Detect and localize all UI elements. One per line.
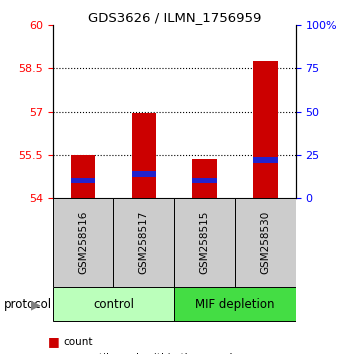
Text: count: count bbox=[63, 337, 92, 347]
Text: GSM258515: GSM258515 bbox=[200, 211, 210, 274]
Bar bbox=[53, 198, 114, 287]
Title: GDS3626 / ILMN_1756959: GDS3626 / ILMN_1756959 bbox=[88, 11, 261, 24]
Text: MIF depletion: MIF depletion bbox=[195, 298, 275, 311]
Bar bbox=[71, 155, 95, 198]
Bar bbox=[235, 198, 296, 287]
Bar bbox=[253, 158, 277, 163]
Bar bbox=[114, 198, 174, 287]
Text: GSM258516: GSM258516 bbox=[78, 211, 88, 274]
Bar bbox=[192, 178, 217, 183]
Bar bbox=[53, 287, 174, 321]
Text: percentile rank within the sample: percentile rank within the sample bbox=[63, 353, 239, 354]
Bar bbox=[174, 287, 296, 321]
Text: ■: ■ bbox=[48, 335, 59, 348]
Bar bbox=[253, 61, 277, 198]
Bar bbox=[174, 198, 235, 287]
Text: ■: ■ bbox=[48, 351, 59, 354]
Bar bbox=[192, 159, 217, 198]
Text: GSM258530: GSM258530 bbox=[260, 211, 270, 274]
Text: protocol: protocol bbox=[3, 298, 52, 311]
Bar bbox=[132, 171, 156, 177]
Bar bbox=[132, 113, 156, 198]
Text: control: control bbox=[93, 298, 134, 311]
Text: GSM258517: GSM258517 bbox=[139, 211, 149, 274]
Text: ▶: ▶ bbox=[31, 298, 40, 311]
Bar bbox=[71, 178, 95, 183]
